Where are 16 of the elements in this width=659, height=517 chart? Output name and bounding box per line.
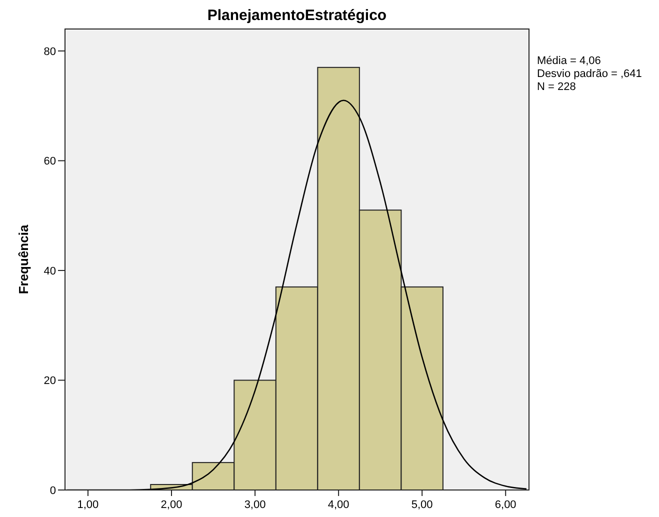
- x-tick-label: 2,00: [160, 499, 182, 511]
- x-tick-label: 4,00: [328, 499, 350, 511]
- y-tick-label: 40: [44, 265, 56, 278]
- text: N = 228: [537, 81, 576, 93]
- y-axis-title: Frequência: [16, 224, 31, 294]
- x-tick-label: 5,00: [411, 499, 433, 511]
- x-tick-label: 3,00: [244, 499, 266, 511]
- y-tick-label: 0: [50, 484, 56, 497]
- chart-title: PlanejamentoEstratégico: [207, 7, 387, 24]
- y-tick-label: 20: [44, 375, 56, 388]
- y-tick-label: 60: [44, 156, 56, 168]
- text: Média = 4,06: [537, 55, 601, 67]
- text: Desvio padrão = ,641: [537, 68, 642, 80]
- x-tick-label: 6,00: [494, 499, 516, 511]
- x-tick-label: 1,00: [77, 499, 99, 511]
- y-tick-label: 80: [44, 46, 56, 58]
